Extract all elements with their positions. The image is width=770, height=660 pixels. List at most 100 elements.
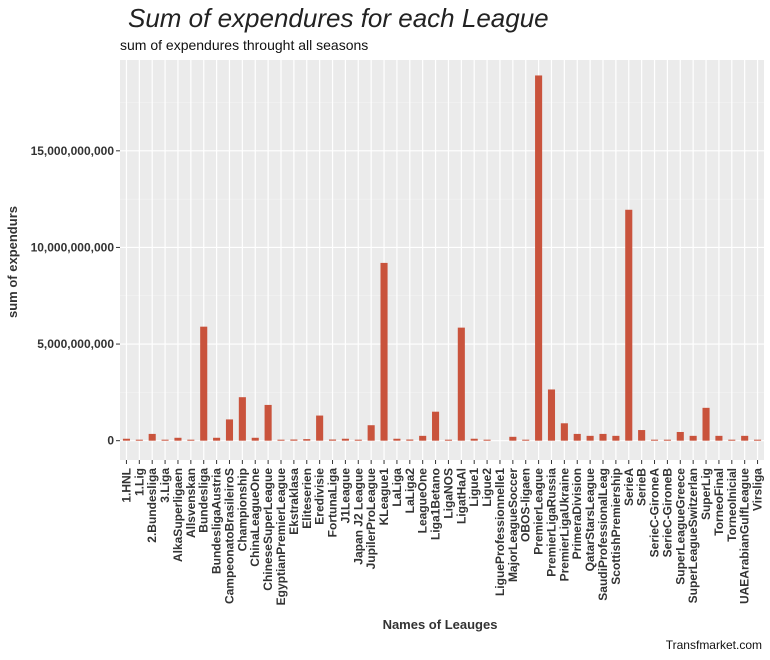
x-tick-label: LigaNOS bbox=[441, 468, 455, 519]
x-tick-label: SerieA bbox=[622, 468, 636, 506]
x-tick-label: LaLiga2 bbox=[403, 468, 417, 514]
x-tick-label: UAEArabianGulfLeague bbox=[738, 468, 752, 604]
y-tick-label: 15,000,000,000 bbox=[31, 144, 115, 158]
x-tick-label: ScottishPremiership bbox=[609, 468, 623, 585]
x-tick-label: FortunaLiga bbox=[326, 468, 340, 538]
x-tick-label: SuperLeagueGreece bbox=[673, 468, 687, 585]
x-axis-title: Names of Leauges bbox=[383, 617, 498, 632]
bars bbox=[122, 75, 762, 441]
plot-panel bbox=[120, 60, 764, 460]
x-tick-label: Eliteserien bbox=[300, 468, 314, 529]
bar bbox=[393, 438, 401, 441]
bar bbox=[225, 419, 234, 441]
bar bbox=[174, 437, 182, 441]
bar bbox=[715, 435, 723, 441]
bar bbox=[663, 439, 671, 441]
x-tick-label: PremierLeague bbox=[532, 468, 546, 555]
bar bbox=[535, 75, 543, 441]
x-tick-label: MajorLeagueSoccer bbox=[506, 468, 520, 582]
bar bbox=[187, 439, 195, 441]
x-tick-label: CampeonatoBrasileiroS bbox=[222, 468, 236, 604]
x-tick-label: SerieC-GironeB bbox=[660, 468, 674, 558]
x-tick-label: SuperLig bbox=[699, 468, 713, 520]
x-tick-label: BundesligaAustria bbox=[210, 468, 224, 574]
x-tick-label: Eredivisie bbox=[313, 468, 327, 525]
bar bbox=[148, 433, 156, 441]
chart-title: Sum of expendures for each League bbox=[128, 3, 549, 33]
bar bbox=[547, 389, 556, 441]
x-tick-label: SerieC-GironeA bbox=[648, 468, 662, 558]
bar bbox=[522, 439, 530, 441]
y-tick-label: 5,000,000,000 bbox=[37, 337, 114, 351]
bar bbox=[419, 435, 427, 441]
x-tick-label: Bundesliga bbox=[197, 468, 211, 533]
bar bbox=[702, 407, 710, 441]
bar bbox=[560, 423, 568, 441]
x-tick-label: LaLiga bbox=[390, 468, 404, 507]
bar bbox=[251, 437, 259, 441]
x-tick-label: SerieB bbox=[635, 468, 649, 506]
bar bbox=[573, 433, 581, 441]
x-tick-label: Ligue2 bbox=[480, 468, 494, 507]
bar bbox=[161, 439, 169, 441]
x-tick-label: QatarStarsLeague bbox=[583, 468, 597, 572]
x-tick-label: Championship bbox=[235, 468, 249, 551]
y-axis: 0 5,000,000,000 10,000,000,000 15,000,000,0… bbox=[31, 144, 120, 448]
bar bbox=[625, 209, 633, 441]
x-tick-label: JupilerProLeague bbox=[364, 468, 378, 570]
bar bbox=[200, 326, 208, 441]
bar bbox=[122, 438, 130, 441]
bar bbox=[689, 435, 697, 441]
bar bbox=[316, 415, 324, 441]
x-tick-label: 2.Bundesliga bbox=[145, 468, 159, 543]
bar bbox=[483, 439, 491, 441]
bar bbox=[367, 425, 375, 441]
bar bbox=[638, 430, 646, 441]
bar bbox=[213, 437, 221, 441]
x-tick-label: SuperLeagueSwitzerlan bbox=[686, 468, 700, 603]
bar bbox=[586, 435, 594, 441]
x-tick-label: EgyptianPremierLeague bbox=[274, 468, 288, 606]
bar bbox=[728, 439, 736, 441]
x-tick-label: LigatHaAl bbox=[454, 468, 468, 524]
x-tick-label: J1League bbox=[338, 468, 352, 524]
x-tick-label: PremierLigaUkraine bbox=[557, 468, 571, 582]
bar bbox=[380, 262, 388, 441]
chart-caption: Transfmarket.com bbox=[666, 638, 762, 652]
x-tick-label: PrimeraDivision bbox=[570, 468, 584, 559]
y-tick-label: 0 bbox=[107, 434, 114, 448]
x-tick-label: TorneoFinal bbox=[712, 468, 726, 536]
bar bbox=[354, 439, 362, 441]
x-tick-label: LigueProfessionnelle1 bbox=[493, 468, 507, 596]
bar bbox=[277, 439, 285, 441]
bar bbox=[754, 439, 762, 441]
x-tick-label: Ligue1 bbox=[467, 468, 481, 507]
bar bbox=[444, 439, 452, 441]
bar bbox=[303, 439, 311, 441]
bar bbox=[741, 435, 749, 441]
x-tick-label: AlkaSuperligaen bbox=[171, 468, 185, 562]
x-tick-label: ChineseSuperLeague bbox=[261, 468, 275, 591]
bar bbox=[650, 439, 659, 441]
bar bbox=[676, 431, 684, 441]
bar bbox=[612, 435, 620, 441]
bar bbox=[509, 436, 517, 441]
bar bbox=[599, 433, 607, 441]
bar bbox=[432, 411, 440, 441]
bar bbox=[238, 397, 246, 441]
x-tick-label: PremierLigaRussia bbox=[544, 468, 558, 577]
x-tick-label: 1.HNL bbox=[119, 468, 133, 503]
x-tick-label: SaudiProfessionalLeag bbox=[596, 468, 610, 601]
bar bbox=[290, 439, 298, 441]
x-tick-label: Japan J2 League bbox=[351, 468, 365, 565]
x-tick-label: LeagueOne bbox=[416, 468, 430, 534]
x-tick-label: Virsliga bbox=[751, 468, 765, 511]
y-tick-label: 10,000,000,000 bbox=[31, 240, 115, 254]
bar bbox=[135, 439, 143, 441]
x-tick-label: OBOS-ligaen bbox=[519, 468, 533, 542]
x-tick-label: 3.Liga bbox=[158, 468, 172, 503]
x-tick-label: KLeague1 bbox=[377, 468, 391, 526]
bar bbox=[341, 438, 349, 441]
x-tick-label: 1.Lig bbox=[132, 468, 146, 496]
